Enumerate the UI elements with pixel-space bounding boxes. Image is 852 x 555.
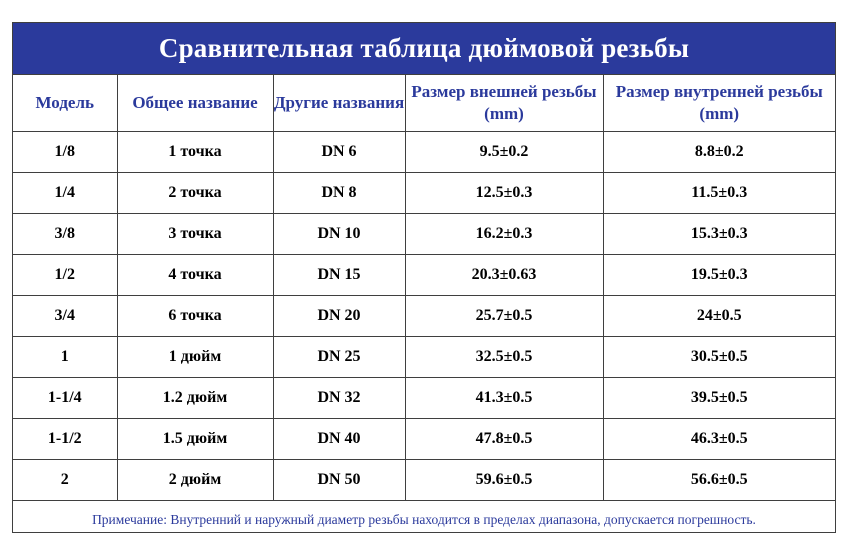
- cell-common-name: 6 точка: [116, 295, 274, 337]
- table-row: 1 1 дюйм DN 25 32.5±0.5 30.5±0.5: [13, 336, 835, 378]
- cell-other-names: DN 40: [272, 418, 406, 460]
- cell-outer-size: 20.3±0.63: [404, 254, 604, 296]
- table-row: 1-1/2 1.5 дюйм DN 40 47.8±0.5 46.3±0.5: [13, 418, 835, 460]
- cell-model: 3/4: [13, 295, 118, 337]
- cell-outer-size: 16.2±0.3: [404, 213, 604, 255]
- cell-other-names: DN 8: [272, 172, 406, 214]
- cell-model: 1-1/4: [13, 377, 118, 419]
- cell-common-name: 2 точка: [116, 172, 274, 214]
- cell-outer-size: 32.5±0.5: [404, 336, 604, 378]
- header-common-name: Общее название: [116, 75, 274, 132]
- cell-common-name: 1.5 дюйм: [116, 418, 274, 460]
- table-row: 1/8 1 точка DN 6 9.5±0.2 8.8±0.2: [13, 131, 835, 173]
- table-row: 1/2 4 точка DN 15 20.3±0.63 19.5±0.3: [13, 254, 835, 296]
- cell-common-name: 2 дюйм: [116, 459, 274, 501]
- table-row: 2 2 дюйм DN 50 59.6±0.5 56.6±0.5: [13, 459, 835, 501]
- cell-other-names: DN 20: [272, 295, 406, 337]
- cell-other-names: DN 50: [272, 459, 406, 501]
- cell-other-names: DN 6: [272, 131, 406, 173]
- cell-inner-size: 15.3±0.3: [602, 213, 835, 255]
- cell-other-names: DN 15: [272, 254, 406, 296]
- table-row: 1-1/4 1.2 дюйм DN 32 41.3±0.5 39.5±0.5: [13, 377, 835, 419]
- cell-model: 3/8: [13, 213, 118, 255]
- cell-inner-size: 39.5±0.5: [602, 377, 835, 419]
- cell-outer-size: 41.3±0.5: [404, 377, 604, 419]
- cell-outer-size: 25.7±0.5: [404, 295, 604, 337]
- header-outer-thread-size: Размер внешней резьбы (mm): [404, 75, 604, 132]
- cell-model: 1/2: [13, 254, 118, 296]
- cell-model: 2: [13, 459, 118, 501]
- header-other-names: Другие названия: [272, 75, 406, 132]
- cell-inner-size: 46.3±0.5: [602, 418, 835, 460]
- cell-inner-size: 19.5±0.3: [602, 254, 835, 296]
- cell-common-name: 1.2 дюйм: [116, 377, 274, 419]
- cell-outer-size: 12.5±0.3: [404, 172, 604, 214]
- cell-model: 1/4: [13, 172, 118, 214]
- cell-other-names: DN 32: [272, 377, 406, 419]
- cell-other-names: DN 25: [272, 336, 406, 378]
- cell-common-name: 1 дюйм: [116, 336, 274, 378]
- footnote: Примечание: Внутренний и наружный диамет…: [92, 512, 756, 527]
- cell-inner-size: 56.6±0.5: [602, 459, 835, 501]
- table-row: 3/8 3 точка DN 10 16.2±0.3 15.3±0.3: [13, 213, 835, 255]
- table-row: 1/4 2 точка DN 8 12.5±0.3 11.5±0.3: [13, 172, 835, 214]
- cell-outer-size: 9.5±0.2: [404, 131, 604, 173]
- cell-model: 1: [13, 336, 118, 378]
- thread-comparison-table: Сравнительная таблица дюймовой резьбы Мо…: [12, 22, 836, 533]
- cell-inner-size: 30.5±0.5: [602, 336, 835, 378]
- table-title: Сравнительная таблица дюймовой резьбы: [13, 23, 835, 75]
- cell-model: 1/8: [13, 131, 118, 173]
- cell-inner-size: 24±0.5: [602, 295, 835, 337]
- table-row: 3/4 6 точка DN 20 25.7±0.5 24±0.5: [13, 295, 835, 337]
- header-row: Модель Общее название Другие названия Ра…: [13, 75, 835, 132]
- cell-inner-size: 11.5±0.3: [602, 172, 835, 214]
- cell-common-name: 1 точка: [116, 131, 274, 173]
- header-inner-thread-size: Размер внутренней резьбы (mm): [602, 75, 835, 132]
- cell-outer-size: 59.6±0.5: [404, 459, 604, 501]
- cell-model: 1-1/2: [13, 418, 118, 460]
- cell-other-names: DN 10: [272, 213, 406, 255]
- data-grid: Модель Общее название Другие названия Ра…: [13, 75, 835, 501]
- cell-outer-size: 47.8±0.5: [404, 418, 604, 460]
- cell-common-name: 4 точка: [116, 254, 274, 296]
- header-model: Модель: [13, 75, 118, 132]
- cell-inner-size: 8.8±0.2: [602, 131, 835, 173]
- cell-common-name: 3 точка: [116, 213, 274, 255]
